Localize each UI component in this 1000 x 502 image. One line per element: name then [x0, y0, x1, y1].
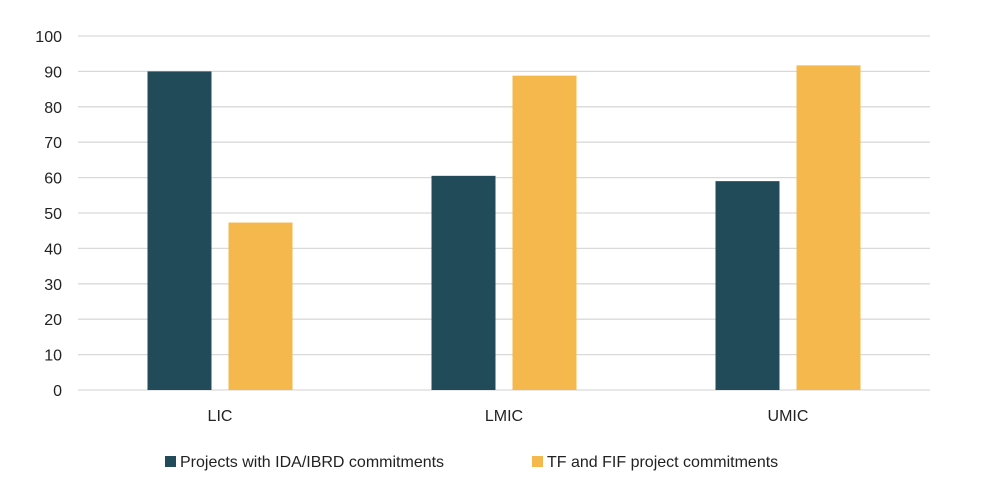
bar-lic-series-2 [228, 222, 293, 390]
legend-label: TF and FIF project commitments [547, 454, 778, 471]
y-tick-label: 20 [44, 312, 62, 329]
x-tick-label: UMIC [768, 408, 809, 425]
bar-lmic-series-1 [431, 175, 496, 390]
x-tick-label: LMIC [485, 408, 523, 425]
y-tick-label: 0 [53, 383, 62, 400]
y-tick-label: 30 [44, 277, 62, 294]
y-tick-label: 50 [44, 206, 62, 223]
y-tick-label: 10 [44, 348, 62, 365]
legend-label: Projects with IDA/IBRD commitments [180, 454, 444, 471]
bar-lic-series-1 [147, 71, 212, 391]
y-tick-label: 40 [44, 241, 62, 258]
y-tick-label: 60 [44, 171, 62, 188]
y-tick-label: 100 [35, 29, 62, 46]
x-tick-label: LIC [208, 408, 233, 425]
y-tick-label: 80 [44, 100, 62, 117]
y-tick-label: 70 [44, 135, 62, 152]
bar-umic-series-1 [715, 181, 780, 390]
legend-swatch [165, 456, 176, 467]
bar-lmic-series-2 [512, 75, 577, 390]
legend-swatch [532, 456, 543, 467]
y-tick-label: 90 [44, 64, 62, 81]
bar-umic-series-2 [796, 65, 861, 390]
